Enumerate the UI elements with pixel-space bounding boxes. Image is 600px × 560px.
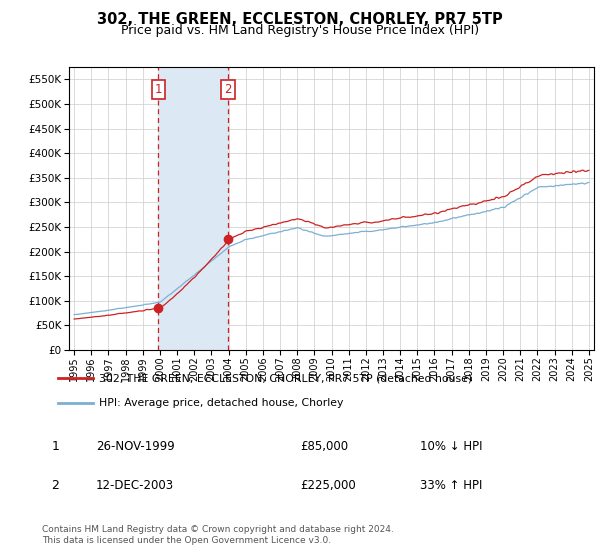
Text: 33% ↑ HPI: 33% ↑ HPI <box>420 479 482 492</box>
Text: 1: 1 <box>52 440 59 453</box>
Text: 10% ↓ HPI: 10% ↓ HPI <box>420 440 482 453</box>
Text: 302, THE GREEN, ECCLESTON, CHORLEY, PR7 5TP (detached house): 302, THE GREEN, ECCLESTON, CHORLEY, PR7 … <box>98 374 472 384</box>
Text: 2: 2 <box>224 83 232 96</box>
Text: HPI: Average price, detached house, Chorley: HPI: Average price, detached house, Chor… <box>98 398 343 408</box>
Text: 2: 2 <box>52 479 59 492</box>
Text: 26-NOV-1999: 26-NOV-1999 <box>96 440 175 453</box>
Bar <box>158 67 228 350</box>
Text: 302, THE GREEN, ECCLESTON, CHORLEY, PR7 5TP: 302, THE GREEN, ECCLESTON, CHORLEY, PR7 … <box>97 12 503 27</box>
Text: Price paid vs. HM Land Registry's House Price Index (HPI): Price paid vs. HM Land Registry's House … <box>121 24 479 37</box>
Text: £85,000: £85,000 <box>300 440 348 453</box>
Text: Contains HM Land Registry data © Crown copyright and database right 2024.
This d: Contains HM Land Registry data © Crown c… <box>42 525 394 545</box>
Text: £225,000: £225,000 <box>300 479 356 492</box>
Text: 12-DEC-2003: 12-DEC-2003 <box>96 479 174 492</box>
Text: 1: 1 <box>154 83 162 96</box>
